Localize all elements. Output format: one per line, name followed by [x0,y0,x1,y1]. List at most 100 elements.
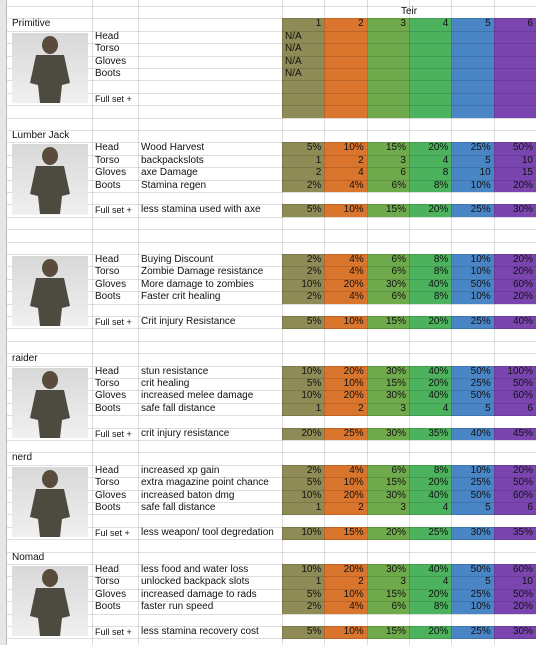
character-figure [30,259,70,326]
tier-value: 2% [306,266,322,278]
tier-value: 30% [512,204,533,216]
slot-label: Full set + [95,205,132,216]
tier-value: 30% [385,564,406,575]
effect-label: increased damage to rads [141,588,257,600]
grid-line [7,564,536,565]
tier-fill [493,316,536,329]
grid-line [7,328,536,330]
tier-value: 10% [470,291,491,303]
tier-value: 15% [385,316,406,327]
slot-label: Boots [95,502,121,513]
grid-line [7,464,536,466]
tier-fill [451,254,495,305]
tier-value: 5% [306,626,322,637]
tier-value: 30% [470,526,491,538]
grid-line [7,55,536,57]
slot-label: Head [95,254,119,265]
tier-value: 5% [306,477,322,489]
effect-label: crit injury resistance [141,427,230,439]
tier-value: N/A [285,43,302,55]
grid-line [7,638,536,640]
tier-fill [282,365,325,416]
tier-value: 10% [470,266,491,278]
tier-fill [409,564,452,615]
tier-number: 1 [315,18,322,30]
grid-line [451,0,453,645]
tier-fill [282,464,325,515]
tier-value: 60% [512,564,533,575]
tier-value: 10 [521,154,533,166]
tier-value: 15% [343,526,364,538]
tier-value: 10% [343,204,364,216]
tier-value: 2% [306,464,322,476]
tier-value: 25% [470,477,491,489]
grid-line [138,0,139,645]
tier-value: 5% [306,588,322,600]
tier-value: 50% [470,278,491,290]
tier-value: 10% [301,526,322,538]
slot-label: Gloves [95,167,127,179]
effect-label: faster run speed [141,601,214,613]
grid-line [7,105,536,107]
tier-value: 20% [343,390,364,402]
tier-value: 40% [428,365,449,377]
tier-value: 4% [349,179,364,191]
tier-value: N/A [285,55,302,67]
slot-label: Torso [95,154,120,166]
tier-value: 10 [479,167,491,179]
tier-value: 25% [343,427,364,439]
tier-value: 2% [306,291,322,303]
tier-value: 15% [385,477,406,489]
tier-fill [324,18,368,119]
tier-value: 10% [343,378,364,389]
tier-value: 4% [349,464,364,476]
tier-value: 20% [512,179,533,191]
tier-fill [366,626,410,639]
tier-value: 2 [315,167,322,179]
grid-line [366,0,368,645]
character-figure [30,469,70,537]
tier-value: 1 [315,576,322,588]
effect-label: stun resistance [141,365,209,377]
grid-line [7,353,536,355]
tier-value: 2% [306,254,322,265]
tier-value: 1 [315,154,322,166]
tier-fill [451,204,495,218]
grid-line [7,204,536,206]
grid-line [7,303,536,305]
slot-label: Head [95,564,119,575]
slot-label: Gloves [95,588,127,600]
tier-value: 20% [343,365,364,377]
grid-line [7,68,536,69]
tier-fill [493,142,536,193]
tier-fill [493,204,536,218]
tier-fill [409,18,452,119]
grid-line [493,0,495,645]
tier-fill [493,464,536,515]
tier-fill [451,427,495,441]
tier-value: 40% [428,564,449,575]
tier-value: 20% [512,601,533,613]
tier-value: 2 [358,502,364,513]
tier-value: 50% [512,588,533,600]
character-image [12,367,88,438]
tier-value: 30% [385,390,406,402]
tier-fill [324,254,368,305]
tier-value: 15% [385,378,406,389]
grid-line [7,117,536,119]
character-image [12,566,88,637]
tier-fill [409,365,452,416]
effect-label: extra magazine point chance [141,477,269,489]
grid-line [7,43,536,45]
tier-value: 4% [349,601,364,613]
grid-line [7,526,536,528]
slot-label: Full set + [95,93,132,104]
effect-label: increased xp gain [141,464,220,476]
tier-value: 5 [485,402,491,414]
slot-label: Torso [95,576,120,588]
tier-value: 5% [306,204,322,216]
slot-label: Boots [95,291,121,303]
tier-number: 4 [442,18,449,30]
character-figure [30,569,70,636]
grid-line [7,291,536,293]
